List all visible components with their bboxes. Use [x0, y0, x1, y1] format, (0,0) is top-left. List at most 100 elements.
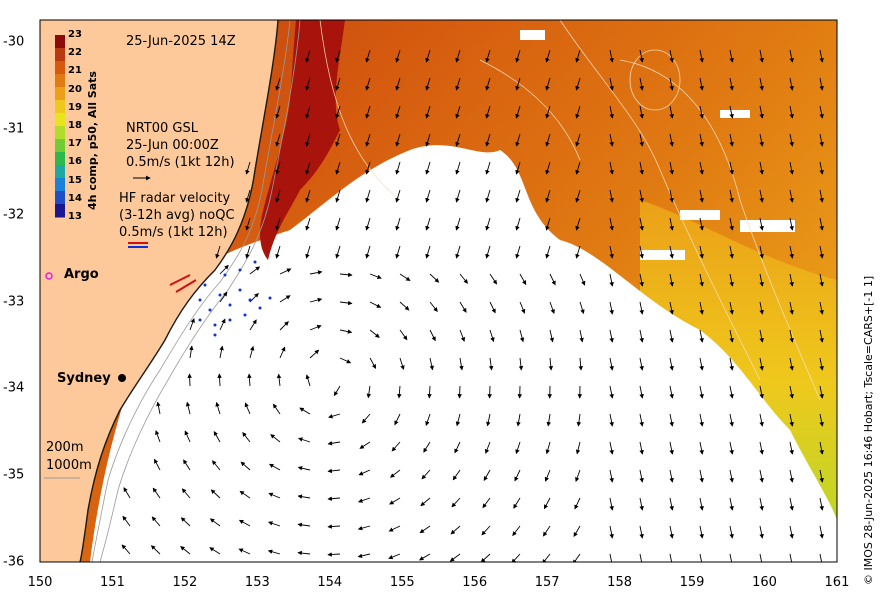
velocity-arrow — [639, 385, 644, 399]
velocity-arrow — [639, 357, 644, 371]
velocity-arrow — [669, 525, 674, 539]
x-tick-label: 152 — [172, 575, 198, 590]
velocity-arrow — [335, 77, 341, 91]
hf-radar-vectors — [169, 260, 272, 337]
hf-radar-point — [198, 318, 202, 322]
velocity-arrow — [579, 329, 584, 343]
velocity-arrow — [789, 301, 794, 315]
velocity-arrow — [639, 413, 644, 427]
velocity-arrow — [819, 161, 824, 175]
colorbar-tick-label: 14 — [68, 192, 82, 204]
velocity-arrow — [427, 385, 432, 399]
velocity-arrow — [759, 329, 764, 343]
hf-radar-point — [218, 293, 222, 297]
velocity-arrow — [483, 469, 491, 482]
velocity-arrow — [819, 497, 824, 511]
velocity-arrow — [339, 272, 353, 278]
velocity-arrow — [575, 105, 581, 119]
velocity-arrow — [275, 161, 281, 175]
velocity-arrow — [516, 413, 521, 427]
velocity-arrow — [575, 189, 581, 203]
argo-marker — [45, 272, 53, 280]
velocity-arrow — [699, 553, 704, 562]
velocity-arrow — [457, 385, 462, 399]
velocity-arrow — [789, 245, 794, 259]
colorbar-segment — [55, 100, 65, 114]
velocity-arrow — [369, 301, 382, 308]
colorbar-tick-label: 22 — [68, 47, 82, 59]
velocity-arrow — [249, 319, 257, 331]
velocity-arrow — [699, 189, 704, 203]
velocity-arrow — [270, 434, 281, 443]
velocity-arrow — [789, 385, 794, 399]
velocity-arrow — [425, 133, 431, 147]
colorbar-tick-label: 16 — [68, 156, 82, 168]
velocity-arrow — [249, 266, 261, 275]
velocity-arrow — [181, 488, 191, 499]
velocity-arrow — [699, 301, 704, 315]
velocity-arrow — [299, 407, 311, 415]
warm-current-core — [260, 20, 345, 260]
velocity-arrow — [245, 217, 251, 231]
velocity-arrow — [575, 133, 581, 147]
velocity-arrow — [545, 189, 551, 203]
hf-radar-point — [238, 268, 242, 272]
velocity-arrow — [545, 161, 551, 175]
hf-radar-point — [228, 303, 232, 307]
velocity-arrow — [699, 385, 704, 399]
velocity-arrow — [789, 329, 794, 343]
velocity-arrow — [309, 349, 320, 359]
colorbar-segment — [55, 139, 65, 153]
hf-radar-point — [253, 260, 257, 264]
velocity-arrow — [305, 189, 311, 203]
velocity-arrow — [669, 301, 674, 315]
hf-scale-label: 0.5m/s (1kt 12h) — [119, 225, 228, 240]
velocity-arrow — [309, 270, 323, 275]
colorbar — [55, 35, 65, 218]
velocity-arrow — [576, 413, 582, 427]
velocity-arrow — [455, 161, 461, 175]
velocity-arrow — [609, 357, 614, 371]
velocity-arrow — [669, 385, 674, 399]
x-tick-label: 160 — [752, 575, 777, 590]
velocity-arrow — [245, 245, 251, 259]
velocity-arrow — [429, 273, 440, 283]
velocity-arrow — [397, 385, 402, 399]
velocity-arrow — [268, 463, 281, 471]
velocity-arrow — [729, 441, 734, 455]
depth-1000-label: 1000m — [46, 458, 92, 473]
velocity-arrow — [699, 105, 704, 119]
velocity-arrow — [423, 441, 431, 453]
velocity-arrow — [425, 49, 431, 63]
velocity-arrow — [279, 295, 291, 303]
velocity-arrow — [395, 105, 401, 119]
velocity-arrow — [485, 133, 491, 147]
velocity-arrow — [305, 374, 311, 387]
velocity-arrow — [429, 357, 434, 371]
velocity-arrow — [489, 329, 495, 343]
velocity-arrow — [545, 133, 551, 147]
velocity-arrow — [575, 161, 581, 175]
velocity-arrow — [699, 497, 704, 511]
velocity-arrow — [395, 245, 401, 259]
velocity-arrow — [699, 357, 704, 371]
colorbar-tick-label: 18 — [68, 120, 82, 131]
velocity-arrow — [699, 49, 704, 63]
velocity-arrow — [485, 245, 491, 259]
velocity-arrow — [699, 329, 704, 343]
velocity-arrow — [609, 217, 614, 231]
velocity-arrow — [669, 133, 674, 147]
velocity-arrow — [545, 49, 551, 63]
velocity-arrow — [759, 469, 764, 483]
velocity-arrow — [272, 403, 281, 415]
velocity-arrow — [279, 346, 286, 359]
velocity-arrow — [575, 441, 581, 455]
velocity-arrow — [543, 497, 551, 510]
velocity-arrow — [609, 133, 614, 147]
velocity-arrow — [395, 217, 401, 231]
velocity-arrow — [639, 329, 644, 343]
velocity-arrow — [609, 245, 614, 259]
hf-radar-point — [208, 308, 212, 312]
velocity-arrow — [819, 385, 824, 399]
velocity-arrow — [545, 441, 551, 455]
